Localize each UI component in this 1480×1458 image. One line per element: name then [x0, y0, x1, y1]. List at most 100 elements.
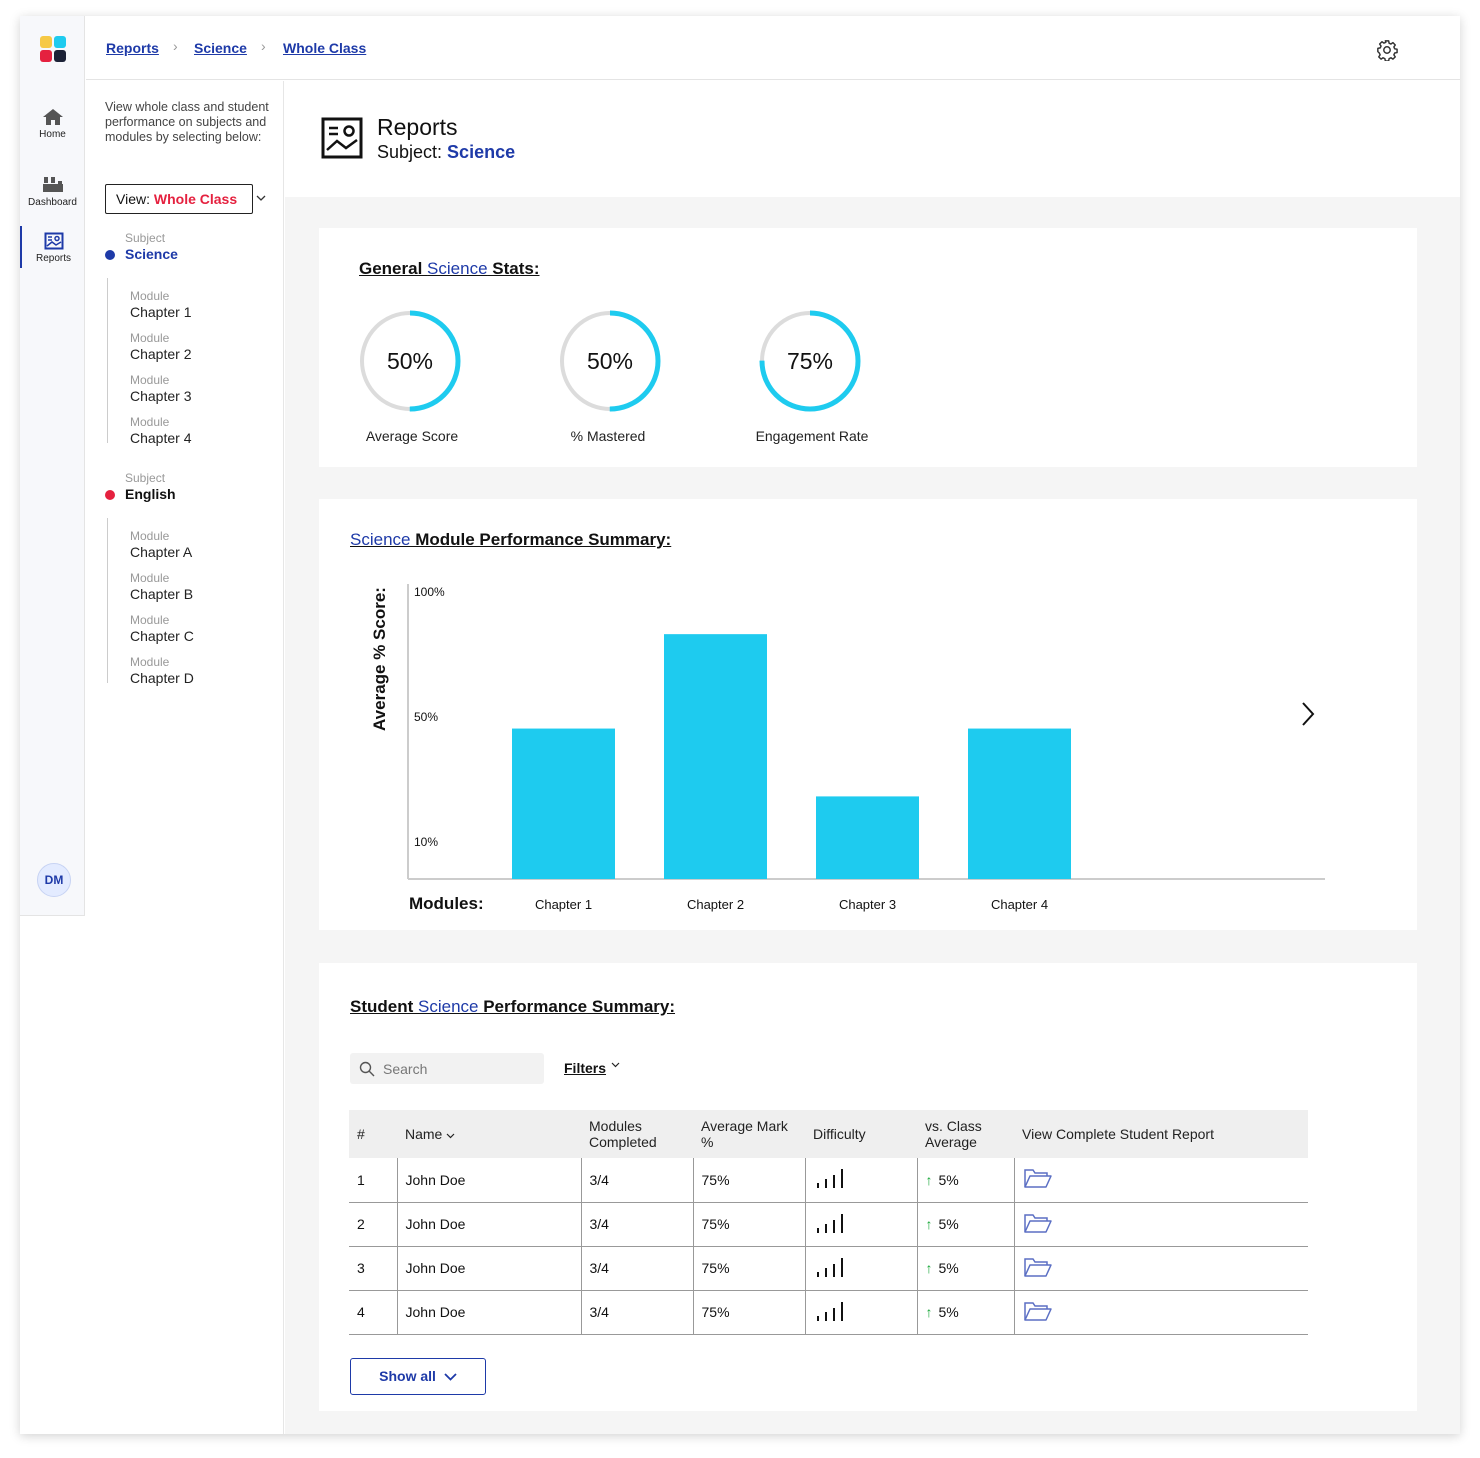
mastered-value: 50%: [586, 347, 634, 374]
nav-reports[interactable]: Reports: [20, 226, 85, 268]
row-number: 2: [349, 1202, 397, 1247]
row-modules: 3/4: [580, 1202, 693, 1247]
breadcrumb-science[interactable]: Science: [194, 40, 247, 56]
student-title-pre: Student: [350, 997, 418, 1016]
module-chapter-1[interactable]: Chapter 1: [130, 304, 192, 320]
stats-title-subject: Science: [427, 259, 488, 278]
row-vs-class: ↑ 5%: [916, 1202, 1014, 1247]
row-difficulty: [804, 1246, 917, 1291]
general-stats-card: General Science Stats: 50% Average Score…: [319, 228, 1417, 467]
progress-ring-icon: [559, 310, 661, 412]
folder-open-icon[interactable]: [1023, 1300, 1053, 1322]
row-report: [1013, 1246, 1308, 1291]
reports-icon: [44, 232, 63, 250]
breadcrumb-chevron-icon: ›: [173, 38, 178, 54]
chevron-down-icon[interactable]: [256, 195, 266, 201]
arrow-up-icon: ↑: [925, 1260, 933, 1276]
breadcrumb-reports[interactable]: Reports: [106, 40, 159, 56]
row-difficulty: [804, 1158, 917, 1203]
student-summary-title: Student Science Performance Summary:: [350, 997, 675, 1017]
breadcrumb-chevron-icon: ›: [261, 38, 266, 54]
app-logo[interactable]: [40, 36, 66, 62]
row-vs-value: 5%: [938, 1171, 959, 1188]
student-title-subject: Science: [418, 997, 479, 1016]
chevron-down-icon[interactable]: [611, 1062, 620, 1068]
module-chapter-2[interactable]: Chapter 2: [130, 346, 192, 362]
signal-bars-icon: [816, 1169, 843, 1189]
y-tick-label: 100%: [414, 585, 445, 599]
filters-button[interactable]: Filters: [564, 1060, 607, 1076]
module-chapter-a[interactable]: Chapter A: [130, 544, 193, 560]
module-label: Module: [130, 289, 170, 303]
progress-ring-icon: [759, 310, 861, 412]
engagement-label: Engagement Rate: [755, 428, 869, 444]
arrow-up-icon: ↑: [925, 1216, 933, 1232]
folder-open-icon[interactable]: [1023, 1212, 1053, 1234]
row-vs-value: 5%: [938, 1216, 959, 1232]
folder-open-icon[interactable]: [1023, 1256, 1053, 1278]
row-difficulty: [804, 1290, 917, 1335]
module-chapter-4[interactable]: Chapter 4: [130, 430, 192, 446]
mastered-ring: 50%: [559, 310, 661, 412]
y-tick-label: 10%: [414, 835, 438, 849]
row-modules: 3/4: [580, 1246, 693, 1291]
view-select[interactable]: View: Whole Class: [105, 184, 253, 214]
nav-home-label: Home: [39, 129, 66, 140]
subject-science[interactable]: Science: [125, 246, 178, 262]
row-mark: 75%: [692, 1158, 805, 1203]
row-name: John Doe: [396, 1246, 581, 1291]
row-name: John Doe: [396, 1290, 581, 1335]
engagement-ring: 75%: [759, 310, 861, 412]
module-summary-subject: Science: [350, 530, 411, 549]
module-chapter-d[interactable]: Chapter D: [130, 670, 194, 686]
nav-rail: Home Dashboard Reports DM: [20, 16, 85, 916]
chart-bar: [664, 634, 767, 879]
search-input[interactable]: Search: [350, 1053, 544, 1084]
module-tree-line: [107, 278, 109, 443]
module-chapter-c[interactable]: Chapter C: [130, 628, 194, 644]
module-label: Module: [130, 571, 170, 585]
report-sidebar: View whole class and student performance…: [86, 81, 284, 1434]
mastered-label: % Mastered: [570, 428, 646, 444]
subject-dot-science: [105, 250, 115, 260]
row-vs-value: 5%: [938, 1304, 959, 1320]
reports-icon: [321, 117, 363, 159]
row-difficulty: [804, 1202, 917, 1247]
stats-title: General Science Stats:: [359, 259, 540, 279]
page-title: Reports: [377, 114, 458, 140]
breadcrumb-whole-class[interactable]: Whole Class: [283, 40, 367, 56]
module-chapter-3[interactable]: Chapter 3: [130, 388, 192, 404]
x-tick-label: Chapter 3: [839, 897, 896, 912]
subject-prefix: Subject:: [377, 142, 448, 162]
chart-bar: [512, 728, 615, 879]
show-all-button[interactable]: Show all: [350, 1358, 486, 1395]
gear-icon[interactable]: [1376, 39, 1398, 61]
chevron-down-icon[interactable]: [446, 1133, 455, 1139]
student-summary-card: Student Science Performance Summary: Sea…: [319, 963, 1417, 1411]
row-vs-value: 5%: [938, 1260, 959, 1276]
col-number: #: [349, 1110, 397, 1158]
y-tick-label: 50%: [414, 710, 438, 724]
arrow-up-icon: ↑: [925, 1304, 933, 1320]
stats-title-post: Stats:: [487, 259, 540, 278]
row-report: [1013, 1158, 1308, 1203]
col-name[interactable]: Name: [397, 1110, 581, 1158]
main-content: Reports Subject: Science General Science…: [285, 81, 1460, 1434]
module-chapter-b[interactable]: Chapter B: [130, 586, 194, 602]
nav-reports-label: Reports: [35, 253, 71, 264]
average-score-label: Average Score: [365, 428, 459, 444]
chart-bar: [816, 796, 919, 879]
folder-open-icon[interactable]: [1023, 1167, 1053, 1189]
table-row: 2 John Doe 3/4 75% ↑ 5%: [349, 1202, 1308, 1247]
avatar[interactable]: DM: [37, 863, 71, 897]
module-label: Module: [130, 331, 170, 345]
subject-english[interactable]: English: [125, 486, 176, 502]
chevron-right-icon[interactable]: [1300, 701, 1316, 727]
row-modules: 3/4: [580, 1158, 693, 1203]
subject-dot-english: [105, 490, 115, 500]
nav-dashboard[interactable]: Dashboard: [20, 174, 85, 208]
average-score-ring: 50%: [359, 310, 461, 412]
module-label: Module: [130, 415, 170, 429]
nav-home[interactable]: Home: [20, 108, 85, 140]
row-mark: 75%: [692, 1246, 805, 1291]
